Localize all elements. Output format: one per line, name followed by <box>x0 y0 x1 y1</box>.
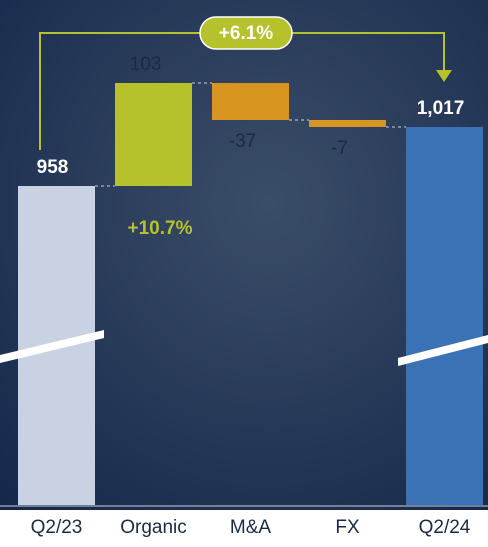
axis-strip <box>0 510 488 547</box>
organic-growth-label: +10.7% <box>128 218 193 239</box>
x-tick-label: Organic <box>120 517 187 538</box>
value-label: 1,017 <box>417 98 465 119</box>
value-label: 103 <box>130 54 162 75</box>
growth-label: +6.1% <box>219 23 274 44</box>
bracket-arrow <box>436 70 452 82</box>
x-tick-label: Q2/24 <box>419 517 471 538</box>
axis-break <box>0 330 104 363</box>
bar <box>212 83 289 120</box>
axis-break <box>398 335 488 366</box>
value-label: -7 <box>331 138 348 159</box>
x-tick-label: Q2/23 <box>31 517 83 538</box>
x-tick-label: FX <box>335 517 360 538</box>
x-tick-label: M&A <box>230 517 272 538</box>
value-label: 958 <box>37 157 69 178</box>
bar <box>309 120 386 127</box>
bar <box>115 83 192 186</box>
growth-pill <box>199 16 293 50</box>
value-label: -37 <box>229 131 256 152</box>
bar <box>406 127 483 505</box>
